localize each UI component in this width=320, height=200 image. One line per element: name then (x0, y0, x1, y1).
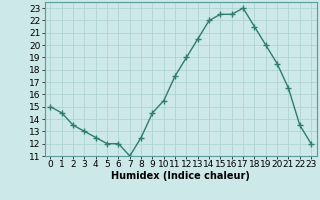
X-axis label: Humidex (Indice chaleur): Humidex (Indice chaleur) (111, 171, 250, 181)
